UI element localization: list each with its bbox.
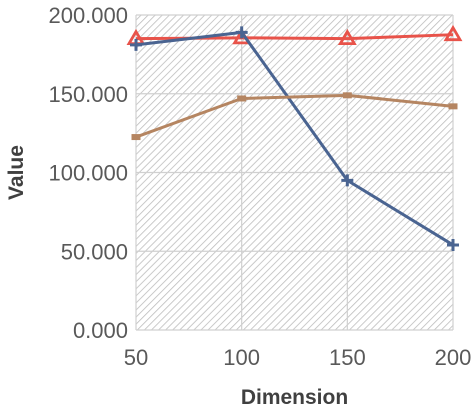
x-tick-label: 50 — [124, 345, 148, 370]
y-tick-label: 50.000 — [61, 239, 128, 264]
series-3-point — [131, 134, 141, 141]
series-2-point — [130, 38, 142, 51]
series-3 — [131, 92, 458, 141]
x-tick-label: 200 — [435, 345, 472, 370]
series-1-point — [337, 28, 357, 46]
series-2-line — [135, 30, 454, 247]
series-2-point — [341, 174, 354, 187]
y-tick-label: 0.000 — [73, 318, 128, 343]
y-axis-title: Value — [5, 145, 28, 200]
series-3-point — [237, 95, 247, 102]
x-axis-title: Dimension — [241, 386, 348, 409]
y-tick-label: 100.000 — [48, 161, 128, 186]
series-3-line — [135, 93, 454, 139]
series-1-point — [443, 24, 463, 42]
series-2 — [130, 26, 459, 251]
series-2-point — [447, 238, 459, 251]
series-2-point — [235, 26, 248, 39]
series-group — [126, 24, 463, 251]
x-tick-label: 150 — [329, 345, 366, 370]
y-tick-label: 200.000 — [48, 3, 128, 28]
y-axis-ticks: 0.000 50.000 100.000 150.000 200.000 — [48, 3, 128, 343]
x-axis-ticks: 50 100 150 200 — [124, 345, 472, 370]
y-tick-label: 150.000 — [48, 82, 128, 107]
gridlines — [135, 14, 454, 331]
series-3-point — [448, 103, 458, 110]
series-3-point — [342, 92, 352, 99]
x-tick-label: 100 — [223, 345, 260, 370]
